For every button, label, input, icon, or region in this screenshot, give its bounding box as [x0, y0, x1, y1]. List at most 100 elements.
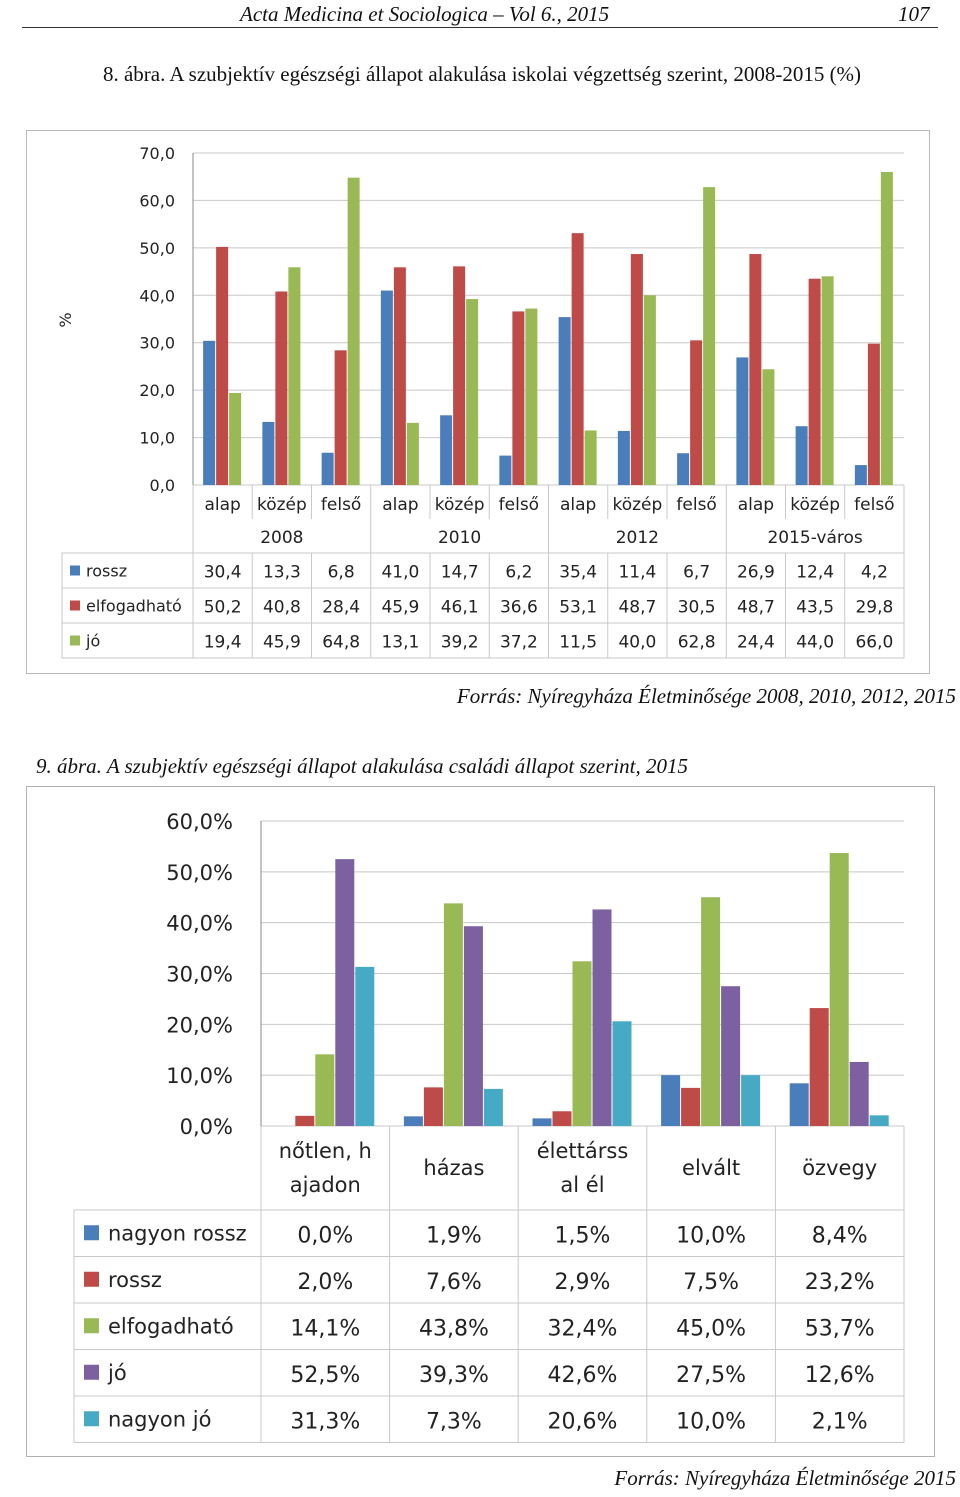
- chart1-category-label: alap: [382, 495, 418, 515]
- chart2-bar-rossz: [681, 1087, 701, 1126]
- chart1-table-cell: 66,0: [855, 633, 893, 653]
- chart1-bar-elfogadható: [275, 291, 288, 485]
- figure1-source: Forrás: Nyíregyháza Életminősége 2008, 2…: [456, 684, 956, 708]
- chart1-ytick-label: 70,0: [139, 144, 175, 163]
- chart2-legend-swatch-nagyon jó: [84, 1411, 99, 1427]
- chart2-table-cell: 14,1%: [290, 1316, 360, 1341]
- chart1-table-cell: 6,8: [328, 563, 355, 583]
- chart2-category-label: házas: [423, 1156, 484, 1180]
- chart2-table-cell: 27,5%: [676, 1363, 746, 1388]
- chart1-legend-swatch-rossz: [70, 565, 80, 576]
- chart2-bar-rossz: [552, 1111, 572, 1126]
- chart2-table-cell: 2,0%: [297, 1270, 353, 1295]
- chart1-legend-swatch-elfogadható: [70, 600, 80, 611]
- chart1-bar-jó: [347, 177, 360, 486]
- chart1-table-cell: 44,0: [796, 633, 834, 653]
- chart1-bar-jó: [406, 422, 419, 485]
- chart1-ytick-label: 50,0: [139, 239, 175, 258]
- chart2-bar-rossz: [809, 1008, 829, 1126]
- chart1-bar-jó: [466, 299, 479, 485]
- chart1-bar-elfogadható: [630, 254, 643, 485]
- chart2-bar-jó: [721, 986, 741, 1126]
- chart2-table-cell: 2,1%: [812, 1409, 868, 1434]
- chart2-table-cell: 20,6%: [548, 1409, 618, 1434]
- chart2-bar-jó: [463, 926, 483, 1126]
- chart2-table-cell: 52,5%: [290, 1363, 360, 1388]
- chart2-ytick-label: 60,0%: [166, 810, 233, 834]
- chart2-legend-label: rossz: [108, 1268, 162, 1292]
- chart1-table-cell: 11,5: [559, 633, 597, 653]
- chart2-category-label: özvegy: [802, 1156, 877, 1180]
- chart1-table-cell: 24,4: [737, 633, 775, 653]
- chart2-table-cell: 2,9%: [555, 1270, 611, 1295]
- figure2-source: Forrás: Nyíregyháza Életminősége 2015: [614, 1466, 956, 1490]
- chart1-table-cell: 30,4: [204, 563, 242, 583]
- chart2-bar-nagyon jó: [355, 966, 375, 1126]
- chart1-bar-rossz: [558, 317, 571, 485]
- chart1-table-cell: 45,9: [263, 633, 301, 653]
- chart1-table-cell: 6,7: [683, 563, 710, 583]
- chart1-bar-elfogadható: [512, 311, 525, 485]
- chart1-category-label: alap: [560, 495, 596, 515]
- chart1-category-label: alap: [204, 495, 240, 515]
- chart1-legend-label: jó: [85, 632, 100, 651]
- chart1-ytick-label: 0,0: [150, 476, 175, 495]
- chart2-ytick-label: 20,0%: [166, 1013, 233, 1037]
- chart1-bar-elfogadható: [690, 340, 703, 485]
- chart1-ytick-label: 10,0: [139, 429, 175, 448]
- chart2-bar-elfogadható: [572, 961, 592, 1126]
- chart2-bar-jó: [849, 1061, 869, 1126]
- chart2-bar-rossz: [295, 1115, 315, 1126]
- chart2-table-cell: 12,6%: [805, 1363, 875, 1388]
- chart1-category-label: közép: [435, 495, 485, 515]
- chart1-category-label: közép: [257, 495, 307, 515]
- chart1-bar-rossz: [499, 455, 512, 485]
- chart1-bar-jó: [229, 392, 242, 485]
- chart2-bar-nagyon jó: [483, 1088, 503, 1126]
- chart1-table-cell: 36,6: [500, 598, 538, 618]
- chart2-category-label: élettárss: [537, 1139, 629, 1163]
- chart2-bar-nagyon rossz: [789, 1083, 809, 1126]
- page-header: Acta Medicina et Sociologica – Vol 6., 2…: [0, 0, 960, 28]
- chart1-bar-elfogadható: [453, 266, 466, 485]
- chart2-table-cell: 23,2%: [805, 1270, 875, 1295]
- chart2-bar-nagyon rossz: [661, 1075, 681, 1126]
- chart1-bar-elfogadható: [216, 246, 229, 485]
- chart2-legend-swatch-jó: [84, 1364, 99, 1380]
- chart1-table-cell: 39,2: [441, 633, 479, 653]
- chart1-table-cell: 64,8: [322, 633, 360, 653]
- chart1-table-cell: 13,3: [263, 563, 301, 583]
- chart2-table-cell: 8,4%: [812, 1223, 868, 1248]
- chart2-ytick-label: 40,0%: [166, 912, 233, 936]
- chart1-bar-rossz: [440, 415, 453, 485]
- chart2-legend-label: jó: [107, 1361, 127, 1385]
- chart1-legend-label: rossz: [86, 562, 127, 581]
- chart2-bar-nagyon jó: [869, 1115, 889, 1126]
- chart2-ytick-label: 50,0%: [166, 861, 233, 885]
- chart2-bar-nagyon jó: [612, 1021, 632, 1126]
- chart1-bar-rossz: [854, 465, 867, 485]
- chart1-table-cell: 11,4: [618, 563, 656, 583]
- chart1-bar-jó: [584, 430, 597, 485]
- chart2-table-cell: 0,0%: [297, 1223, 353, 1248]
- chart1-table-cell: 45,9: [381, 598, 419, 618]
- chart2-table-cell: 1,9%: [426, 1223, 482, 1248]
- figure2-label: 9. ábra.: [36, 754, 102, 778]
- chart1-category-label: alap: [738, 495, 774, 515]
- chart1-table-cell: 46,1: [441, 598, 479, 618]
- chart1-legend-swatch-jó: [70, 635, 80, 646]
- chart1-table-cell: 26,9: [737, 563, 775, 583]
- chart2-bar-nagyon rossz: [532, 1118, 552, 1126]
- chart2-bar-elfogadható: [829, 853, 849, 1126]
- chart1-bar-rossz: [677, 453, 690, 485]
- chart1-bar-rossz: [795, 426, 808, 485]
- chart1-table-cell: 19,4: [204, 633, 242, 653]
- chart1-table-cell: 48,7: [618, 598, 656, 618]
- chart1-y-axis-label: %: [56, 312, 75, 327]
- chart1-table-cell: 43,5: [796, 598, 834, 618]
- chart-iskolai-vegzettseg: 0,0 10,0 20,0 30,0 40,0 50,0 60,0 70,0% alap közé…: [26, 130, 930, 674]
- chart1-category-label: közép: [612, 495, 662, 515]
- chart1-bar-elfogadható: [749, 254, 762, 485]
- chart1-bar-elfogadható: [393, 267, 406, 485]
- chart2-bar-elfogadható: [701, 897, 721, 1126]
